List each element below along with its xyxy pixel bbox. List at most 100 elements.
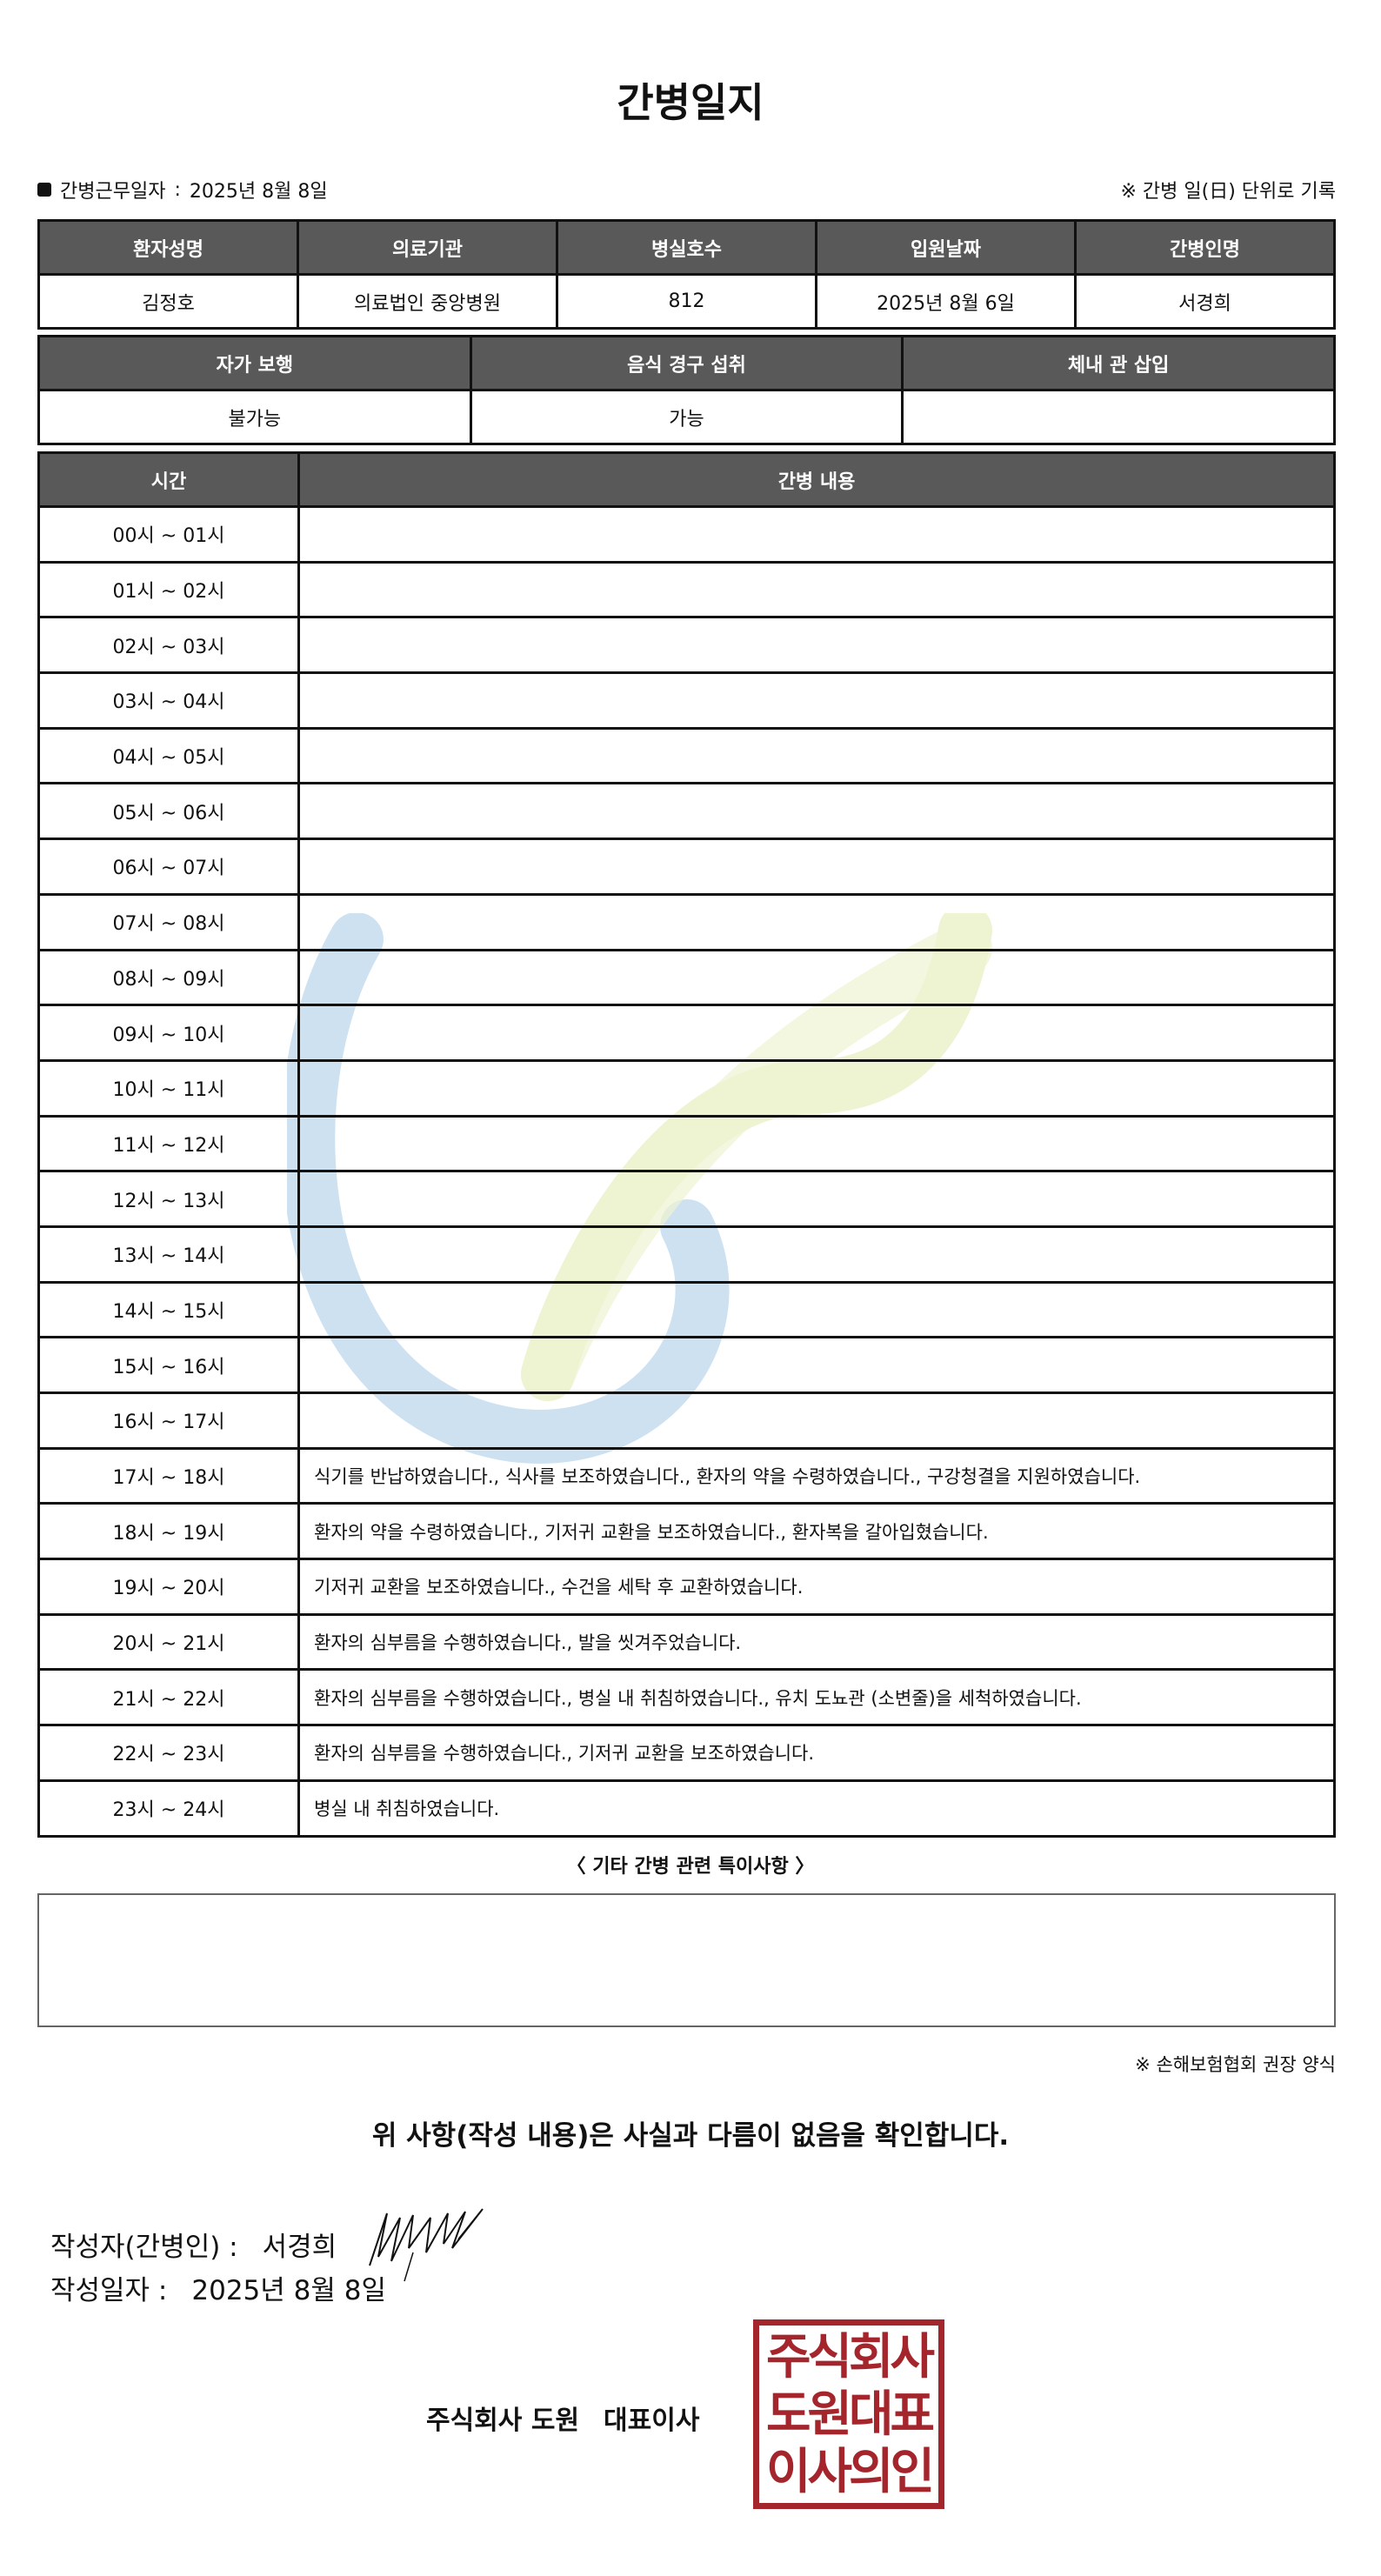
log-row: 18시 ~ 19시 환자의 약을 수령하였습니다., 기저귀 교환을 보조하였습니…	[37, 1502, 1336, 1561]
header-cell: 자가 보행	[37, 335, 472, 391]
care-content: 환자의 심부름을 수행하였습니다., 병실 내 취침하였습니다., 유치 도뇨관…	[297, 1668, 1336, 1727]
time-slot: 18시 ~ 19시	[37, 1502, 300, 1561]
seal-line: 이사의인	[765, 2444, 935, 2500]
log-row: 10시 ~ 11시	[37, 1058, 1336, 1118]
header-cell: 체내 관 삽입	[901, 335, 1336, 391]
care-content	[297, 1225, 1336, 1284]
patient-name: 김정호	[37, 273, 299, 330]
care-content	[297, 1336, 1336, 1394]
caregiver-name: 서경희	[1074, 273, 1336, 330]
log-row: 14시 ~ 15시	[37, 1280, 1336, 1339]
admission-date: 2025년 8월 6일	[815, 273, 1077, 330]
time-slot: 12시 ~ 13시	[37, 1170, 300, 1228]
time-slot: 15시 ~ 16시	[37, 1336, 300, 1394]
separator: :	[174, 178, 181, 201]
time-slot: 17시 ~ 18시	[37, 1446, 300, 1505]
company-name: 주식회사 도원	[426, 2406, 580, 2436]
time-slot: 23시 ~ 24시	[37, 1779, 300, 1838]
log-row: 04시 ~ 05시	[37, 726, 1336, 785]
log-row: 19시 ~ 20시 기저귀 교환을 보조하였습니다., 수건을 세탁 후 교환하였…	[37, 1558, 1336, 1616]
written-date-label: 작성일자 :	[50, 2275, 168, 2306]
time-slot: 13시 ~ 14시	[37, 1225, 300, 1284]
confirmation-statement: 위 사항(작성 내용)은 사실과 다름이 없음을 확인합니다.	[371, 2120, 1010, 2152]
seal-line: 도원대표	[765, 2386, 935, 2443]
care-date-label: 간병근무일자	[60, 181, 166, 203]
log-row: 00시 ~ 01시	[37, 505, 1336, 564]
care-content	[297, 1391, 1336, 1450]
care-date-line: 간병근무일자 : 2025년 8월 8일	[37, 176, 328, 204]
log-row: 16시 ~ 17시	[37, 1391, 1336, 1450]
time-slot: 01시 ~ 02시	[37, 560, 300, 619]
care-content	[297, 1280, 1336, 1339]
time-slot: 16시 ~ 17시	[37, 1391, 300, 1450]
care-content: 식기를 반납하였습니다., 식사를 보조하였습니다., 환자의 약을 수령하였습…	[297, 1446, 1336, 1505]
patient-status-table: 자가 보행 음식 경구 섭취 체내 관 삽입 불가능 가능	[37, 335, 1336, 445]
header-cell: 시간	[37, 451, 300, 508]
header-cell: 간병인명	[1074, 219, 1336, 276]
patient-info-table: 환자성명 의료기관 병실호수 입원날짜 간병인명 김정호 의료법인 중앙병원 812 2025…	[37, 219, 1336, 330]
page-title: 간병일지	[617, 79, 764, 126]
time-slot: 02시 ~ 03시	[37, 616, 300, 675]
log-row: 01시 ~ 02시	[37, 560, 1336, 619]
time-slot: 07시 ~ 08시	[37, 892, 300, 951]
care-content	[297, 1114, 1336, 1173]
time-slot: 06시 ~ 07시	[37, 838, 300, 896]
time-slot: 20시 ~ 21시	[37, 1612, 300, 1672]
seal-line: 주식회사	[765, 2329, 935, 2386]
header-cell: 의료기관	[297, 219, 558, 276]
log-row: 06시 ~ 07시	[37, 838, 1336, 896]
care-content	[297, 1004, 1336, 1062]
care-content	[297, 671, 1336, 730]
care-content	[297, 782, 1336, 841]
log-row: 15시 ~ 16시	[37, 1336, 1336, 1394]
log-row: 21시 ~ 22시 환자의 심부름을 수행하였습니다., 병실 내 취침하였습니다…	[37, 1668, 1336, 1727]
form-note: ※ 손해보험협회 권장 양식	[1135, 2054, 1336, 2075]
log-row: 05시 ~ 06시	[37, 782, 1336, 841]
writer-line: 작성자(간병인) : 서경희	[50, 2205, 500, 2283]
log-row: 03시 ~ 04시	[37, 671, 1336, 730]
time-slot: 19시 ~ 20시	[37, 1558, 300, 1616]
writer-label: 작성자(간병인) :	[50, 2231, 238, 2263]
care-content	[297, 560, 1336, 619]
oral-intake-status: 가능	[469, 389, 904, 445]
header-cell: 음식 경구 섭취	[469, 335, 904, 391]
time-slot: 05시 ~ 06시	[37, 782, 300, 841]
care-content: 환자의 심부름을 수행하였습니다., 기저귀 교환을 보조하였습니다.	[297, 1724, 1336, 1782]
written-date-value: 2025년 8월 8일	[191, 2275, 386, 2306]
time-slot: 11시 ~ 12시	[37, 1114, 300, 1173]
care-content	[297, 505, 1336, 564]
writer-name: 서경희	[262, 2231, 337, 2263]
time-slot: 14시 ~ 15시	[37, 1280, 300, 1339]
care-content: 병실 내 취침하였습니다.	[297, 1779, 1336, 1838]
log-row: 02시 ~ 03시	[37, 616, 1336, 675]
log-row: 23시 ~ 24시 병실 내 취침하였습니다.	[37, 1779, 1336, 1838]
care-date-value: 2025년 8월 8일	[189, 181, 328, 203]
header-cell: 입원날짜	[815, 219, 1077, 276]
company-seal: 주식회사 도원대표 이사의인	[753, 2319, 944, 2509]
time-slot: 00시 ~ 01시	[37, 505, 300, 564]
time-slot: 08시 ~ 09시	[37, 948, 300, 1007]
log-row: 11시 ~ 12시	[37, 1114, 1336, 1173]
bullet-icon	[37, 183, 51, 197]
log-row: 07시 ~ 08시	[37, 892, 1336, 951]
time-slot: 22시 ~ 23시	[37, 1724, 300, 1782]
care-content	[297, 948, 1336, 1007]
log-row: 20시 ~ 21시 환자의 심부름을 수행하였습니다., 발을 씻겨주었습니다.	[37, 1612, 1336, 1672]
header-cell: 환자성명	[37, 219, 299, 276]
walking-status: 불가능	[37, 389, 472, 445]
time-slot: 04시 ~ 05시	[37, 726, 300, 785]
signature	[369, 2208, 484, 2282]
log-row: 17시 ~ 18시 식기를 반납하였습니다., 식사를 보조하였습니다., 환자의…	[37, 1446, 1336, 1505]
header-cell: 간병 내용	[297, 451, 1336, 508]
hospital: 의료법인 중앙병원	[297, 273, 558, 330]
log-row: 12시 ~ 13시	[37, 1170, 1336, 1228]
company-line: 주식회사 도원 대표이사	[426, 2399, 699, 2437]
written-date-line: 작성일자 : 2025년 8월 8일	[50, 2268, 386, 2307]
log-row: 22시 ~ 23시 환자의 심부름을 수행하였습니다., 기저귀 교환을 보조하였…	[37, 1724, 1336, 1782]
care-content	[297, 838, 1336, 896]
care-log-table: 시간 간병 내용 00시 ~ 01시 01시 ~ 02시 02시 ~ 03시 03시 ~…	[37, 451, 1336, 1838]
company-title: 대표이사	[604, 2406, 700, 2436]
care-content	[297, 1170, 1336, 1228]
time-slot: 09시 ~ 10시	[37, 1004, 300, 1062]
record-note: ※ 간병 일(日) 단위로 기록	[1120, 181, 1337, 203]
